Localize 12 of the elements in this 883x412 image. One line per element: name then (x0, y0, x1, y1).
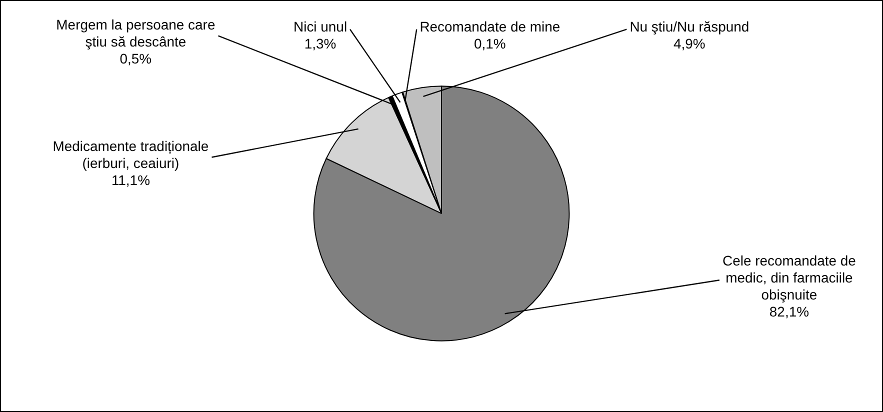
data-label: 82,1% (769, 303, 809, 320)
data-label: 11,1% (111, 172, 150, 188)
slice-label: Cele recomandate de medic, din farmaciile obişnuite (722, 252, 856, 302)
slice-label: Recomandate de mine (420, 18, 560, 35)
data-label: 0,1% (474, 36, 506, 52)
data-label: 1,3% (304, 36, 336, 52)
slice-label: Nu ştiu/Nu răspund (630, 18, 750, 35)
slice-label: Medicamente tradiționale (ierburi, ceaiuri) (52, 138, 209, 172)
slice-label: Mergem la persoane care ştiu să descânte (56, 16, 216, 50)
slice-label: Nici unul (294, 18, 348, 35)
data-label: 4,9% (674, 36, 706, 52)
data-label: 0,5% (120, 50, 152, 67)
